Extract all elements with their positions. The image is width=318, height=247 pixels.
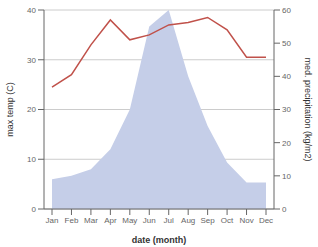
- svg-text:Apr: Apr: [104, 216, 117, 225]
- svg-text:50: 50: [282, 39, 291, 48]
- svg-text:Jun: Jun: [143, 216, 156, 225]
- svg-text:10: 10: [27, 155, 36, 164]
- svg-text:0: 0: [32, 205, 37, 214]
- svg-text:med. precipitation (kg/m2): med. precipitation (kg/m2): [303, 57, 310, 161]
- svg-text:Oct: Oct: [221, 216, 234, 225]
- svg-text:60: 60: [282, 6, 291, 15]
- svg-text:Aug: Aug: [181, 216, 195, 225]
- svg-text:30: 30: [27, 56, 36, 65]
- svg-text:Nov: Nov: [239, 216, 253, 225]
- svg-text:May: May: [122, 216, 137, 225]
- svg-text:Feb: Feb: [65, 216, 79, 225]
- svg-text:Mar: Mar: [84, 216, 98, 225]
- svg-text:40: 40: [282, 72, 291, 81]
- svg-text:date (month): date (month): [132, 235, 187, 245]
- svg-text:max temp (C): max temp (C): [8, 82, 15, 137]
- svg-text:10: 10: [282, 172, 291, 181]
- svg-text:40: 40: [27, 6, 36, 15]
- svg-text:Jul: Jul: [164, 216, 174, 225]
- svg-text:30: 30: [282, 105, 291, 114]
- svg-text:Sep: Sep: [201, 216, 216, 225]
- svg-text:Jan: Jan: [46, 216, 59, 225]
- svg-text:Dec: Dec: [259, 216, 273, 225]
- svg-text:20: 20: [282, 139, 291, 148]
- svg-text:20: 20: [27, 105, 36, 114]
- svg-text:0: 0: [282, 205, 287, 214]
